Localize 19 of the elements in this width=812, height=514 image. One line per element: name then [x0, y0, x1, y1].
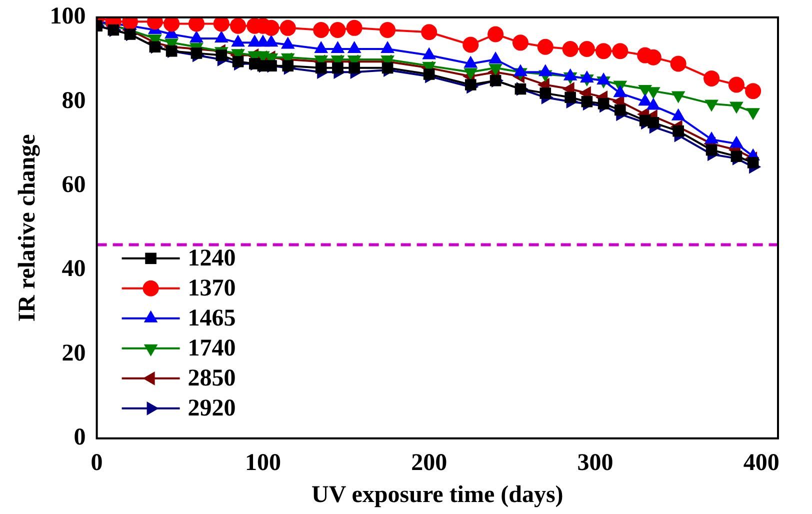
x-tick-label: 100	[244, 450, 281, 476]
x-tick-label: 300	[577, 450, 614, 476]
legend-label: 2850	[188, 366, 236, 392]
legend-label: 1740	[188, 336, 236, 362]
y-tick-label: 60	[62, 172, 86, 198]
x-tick-label: 400	[743, 450, 780, 476]
y-tick-label: 20	[62, 340, 86, 366]
x-axis-title: UV exposure time (days)	[312, 482, 564, 508]
x-tick-label: 200	[411, 450, 448, 476]
x-tick-label: 0	[90, 450, 103, 476]
y-tick-label: 40	[62, 256, 86, 282]
y-axis-title: IR relative change	[14, 134, 41, 322]
legend-label: 1370	[188, 276, 236, 302]
legend-label: 1240	[188, 246, 236, 272]
y-tick-label: 80	[62, 88, 86, 114]
legend-label: 1465	[188, 306, 236, 332]
y-tick-label: 100	[50, 4, 86, 30]
legend-label: 2920	[188, 396, 236, 422]
y-tick-label: 0	[74, 424, 86, 451]
